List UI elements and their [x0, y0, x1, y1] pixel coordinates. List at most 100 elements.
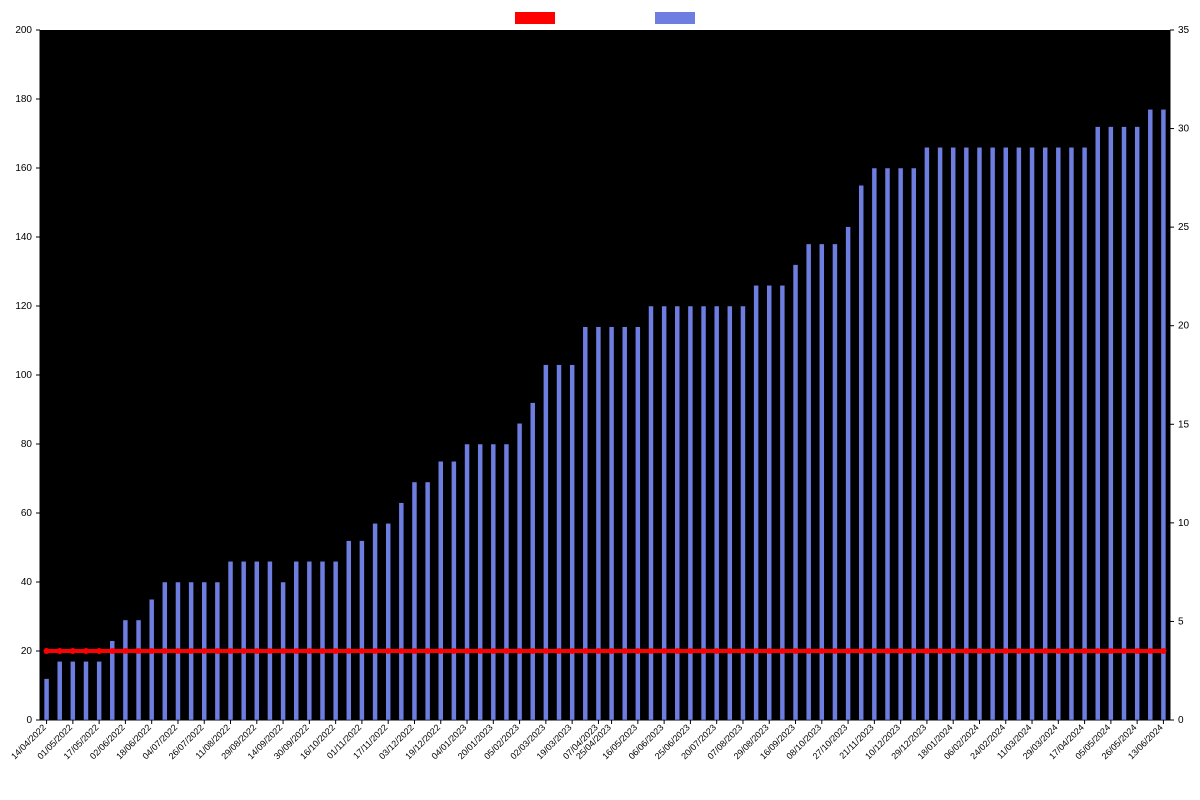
- bar: [767, 285, 772, 720]
- line-marker: [1003, 648, 1009, 654]
- bar: [714, 306, 719, 720]
- bar: [346, 541, 351, 720]
- series-red-line-legend-swatch: [515, 12, 555, 24]
- bar: [254, 561, 259, 720]
- right-axis-tick-label: 0: [1178, 715, 1184, 726]
- line-marker: [976, 648, 982, 654]
- bar: [570, 365, 575, 720]
- bar: [123, 620, 128, 720]
- line-marker: [96, 648, 102, 654]
- line-marker: [727, 648, 733, 654]
- line-marker: [990, 648, 996, 654]
- line-marker: [766, 648, 772, 654]
- bar: [609, 327, 614, 720]
- bar: [1016, 147, 1021, 720]
- line-marker: [70, 648, 76, 654]
- bar: [557, 365, 562, 720]
- right-axis-tick-label: 30: [1178, 124, 1190, 135]
- line-marker: [687, 648, 693, 654]
- bar: [70, 661, 75, 720]
- bar: [1082, 147, 1087, 720]
- line-marker: [898, 648, 904, 654]
- left-axis-tick-label: 20: [21, 646, 33, 657]
- bar: [622, 327, 627, 720]
- left-axis-tick-label: 60: [21, 508, 33, 519]
- bar: [294, 561, 299, 720]
- bar: [964, 147, 969, 720]
- bar: [1122, 127, 1127, 720]
- line-marker: [924, 648, 930, 654]
- bar: [333, 561, 338, 720]
- line-marker: [753, 648, 759, 654]
- line-marker: [464, 648, 470, 654]
- left-axis-tick-label: 200: [15, 25, 32, 36]
- line-marker: [385, 648, 391, 654]
- line-marker: [320, 648, 326, 654]
- line-marker: [1121, 648, 1127, 654]
- bar: [228, 561, 233, 720]
- bar: [701, 306, 706, 720]
- series-blue-bar-legend-swatch: [655, 12, 695, 24]
- line-marker: [858, 648, 864, 654]
- line-marker: [714, 648, 720, 654]
- line-marker: [346, 648, 352, 654]
- line-marker: [109, 648, 115, 654]
- line-marker: [201, 648, 207, 654]
- bar: [675, 306, 680, 720]
- line-marker: [490, 648, 496, 654]
- line-marker: [661, 648, 667, 654]
- line-marker: [1134, 648, 1140, 654]
- bar: [688, 306, 693, 720]
- bar: [951, 147, 956, 720]
- line-marker: [806, 648, 812, 654]
- line-marker: [1147, 648, 1153, 654]
- left-axis-tick-label: 0: [26, 715, 32, 726]
- line-marker: [411, 648, 417, 654]
- plot-background: [40, 30, 1170, 720]
- line-marker: [398, 648, 404, 654]
- bar: [740, 306, 745, 720]
- bar: [399, 503, 404, 720]
- bar: [911, 168, 916, 720]
- bar: [517, 423, 522, 720]
- line-marker: [333, 648, 339, 654]
- line-marker: [149, 648, 155, 654]
- bar: [543, 365, 548, 720]
- line-marker: [609, 648, 615, 654]
- line-marker: [1029, 648, 1035, 654]
- line-marker: [740, 648, 746, 654]
- line-marker: [83, 648, 89, 654]
- chart-svg: 0204060801001201401601802000510152025303…: [0, 0, 1200, 800]
- bar: [648, 306, 653, 720]
- bar: [136, 620, 141, 720]
- line-marker: [1108, 648, 1114, 654]
- line-marker: [530, 648, 536, 654]
- bar: [438, 461, 443, 720]
- bar: [307, 561, 312, 720]
- bar: [97, 661, 102, 720]
- line-marker: [911, 648, 917, 654]
- bar: [977, 147, 982, 720]
- line-marker: [543, 648, 549, 654]
- bar: [57, 661, 62, 720]
- line-marker: [122, 648, 128, 654]
- bar: [898, 168, 903, 720]
- right-axis-tick-label: 15: [1178, 419, 1190, 430]
- bar: [872, 168, 877, 720]
- line-marker: [845, 648, 851, 654]
- line-marker: [306, 648, 312, 654]
- line-marker: [241, 648, 247, 654]
- bar: [1043, 147, 1048, 720]
- bar: [780, 285, 785, 720]
- line-marker: [162, 648, 168, 654]
- line-marker: [503, 648, 509, 654]
- line-marker: [359, 648, 365, 654]
- line-marker: [885, 648, 891, 654]
- bar: [662, 306, 667, 720]
- right-axis-tick-label: 5: [1178, 616, 1184, 627]
- line-marker: [622, 648, 628, 654]
- bar: [359, 541, 364, 720]
- bar: [478, 444, 483, 720]
- bar: [727, 306, 732, 720]
- line-marker: [228, 648, 234, 654]
